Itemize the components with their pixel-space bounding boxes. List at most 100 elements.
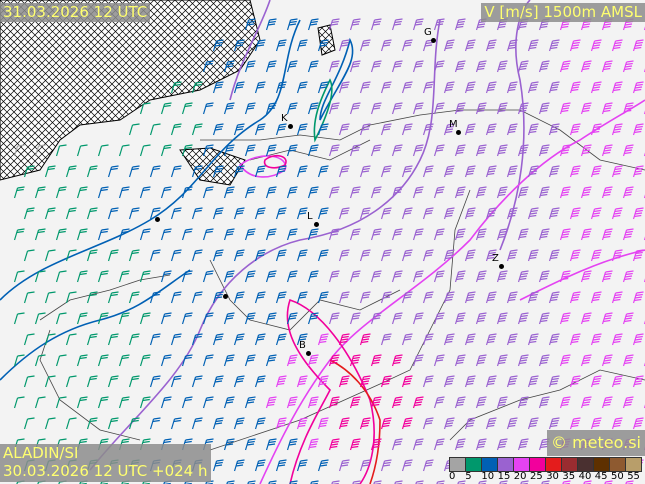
wind-barb — [307, 270, 319, 283]
wind-barb — [223, 438, 235, 451]
wind-barb — [191, 249, 203, 262]
wind-barb — [601, 270, 613, 283]
wind-barb — [527, 81, 539, 94]
wind-barb — [412, 396, 424, 409]
wind-barb — [527, 333, 539, 346]
wind-barb — [139, 396, 151, 409]
legend-tick: 35 — [562, 471, 576, 482]
wind-barb — [391, 396, 403, 409]
wind-barb — [485, 375, 497, 388]
wind-barb — [65, 165, 77, 178]
wind-barb — [548, 123, 560, 136]
wind-barb — [65, 333, 77, 346]
city-label: G — [424, 27, 432, 38]
wind-barb — [170, 417, 182, 430]
wind-barb — [622, 354, 634, 367]
wind-barb — [485, 39, 497, 52]
wind-barb — [265, 354, 277, 367]
wind-barb — [412, 228, 424, 241]
wind-barb — [527, 375, 539, 388]
wind-barb — [517, 312, 529, 325]
color-legend — [449, 457, 642, 472]
wind-barb — [254, 333, 266, 346]
wind-barb — [359, 249, 371, 262]
wind-barb — [485, 249, 497, 262]
wind-barb — [625, 480, 634, 484]
wind-barb — [548, 249, 560, 262]
wind-barb — [34, 354, 46, 367]
wind-barb — [191, 165, 203, 178]
wind-barb — [412, 270, 424, 283]
wind-barb — [611, 375, 623, 388]
wind-barb — [265, 270, 277, 283]
wind-barb — [422, 291, 434, 304]
wind-barb — [622, 270, 634, 283]
wind-barb — [23, 165, 35, 178]
wind-barb — [611, 291, 623, 304]
wind-barb — [254, 81, 266, 94]
wind-barb — [391, 186, 403, 199]
wind-barb — [422, 207, 434, 220]
wind-barb — [307, 438, 319, 451]
wind-barb — [401, 123, 413, 136]
wind-barb — [139, 270, 151, 283]
wind-barb — [370, 312, 382, 325]
wind-barb — [464, 417, 476, 430]
wind-barb — [370, 396, 382, 409]
wind-barb — [496, 144, 508, 157]
wind-barb — [34, 396, 46, 409]
wind-barb — [475, 312, 487, 325]
wind-barb — [527, 417, 539, 430]
wind-barb — [233, 207, 245, 220]
wind-barb — [338, 375, 350, 388]
wind-barb — [338, 459, 350, 472]
wind-barb — [349, 18, 361, 31]
wind-barb — [401, 459, 413, 472]
wind-barb — [338, 333, 350, 346]
wind-barb — [86, 333, 98, 346]
wind-barb — [254, 375, 266, 388]
wind-barb — [517, 270, 529, 283]
isotach-contour — [89, 19, 441, 471]
wind-barb — [569, 291, 581, 304]
wind-barb — [160, 312, 172, 325]
wind-barb — [349, 144, 361, 157]
wind-barb — [590, 375, 602, 388]
wind-barb — [275, 291, 287, 304]
copyright-label: © meteo.si — [546, 430, 645, 456]
wind-barb — [202, 312, 214, 325]
wind-barb — [443, 249, 455, 262]
wind-barb — [433, 270, 445, 283]
wind-barb — [233, 39, 245, 52]
wind-barb — [422, 39, 434, 52]
wind-barb — [359, 165, 371, 178]
wind-barb — [286, 144, 298, 157]
model-info: ALADIN/SI 30.03.2026 12 UTC +024 h — [0, 444, 211, 482]
wind-barb — [517, 396, 529, 409]
wind-barb — [475, 144, 487, 157]
wind-barb — [265, 228, 277, 241]
city-marker — [456, 130, 461, 135]
wind-barb — [23, 333, 35, 346]
wind-barb — [139, 102, 151, 115]
wind-barb — [107, 291, 119, 304]
wind-barb — [317, 165, 329, 178]
wind-barb — [401, 39, 413, 52]
wind-barb — [632, 333, 644, 346]
wind-barb — [611, 123, 623, 136]
wind-barb — [254, 39, 266, 52]
wind-barb — [422, 459, 434, 472]
wind-barb — [107, 333, 119, 346]
wind-barb — [590, 165, 602, 178]
wind-barb — [233, 81, 245, 94]
wind-barb — [559, 396, 571, 409]
wind-barb — [118, 312, 130, 325]
wind-barb — [65, 291, 77, 304]
wind-barb — [86, 417, 98, 430]
wind-barb — [34, 228, 46, 241]
wind-barb — [611, 39, 623, 52]
wind-barb — [412, 18, 424, 31]
legend-tick: 50 — [611, 471, 624, 482]
wind-barb — [622, 312, 634, 325]
wind-barb — [160, 144, 172, 157]
